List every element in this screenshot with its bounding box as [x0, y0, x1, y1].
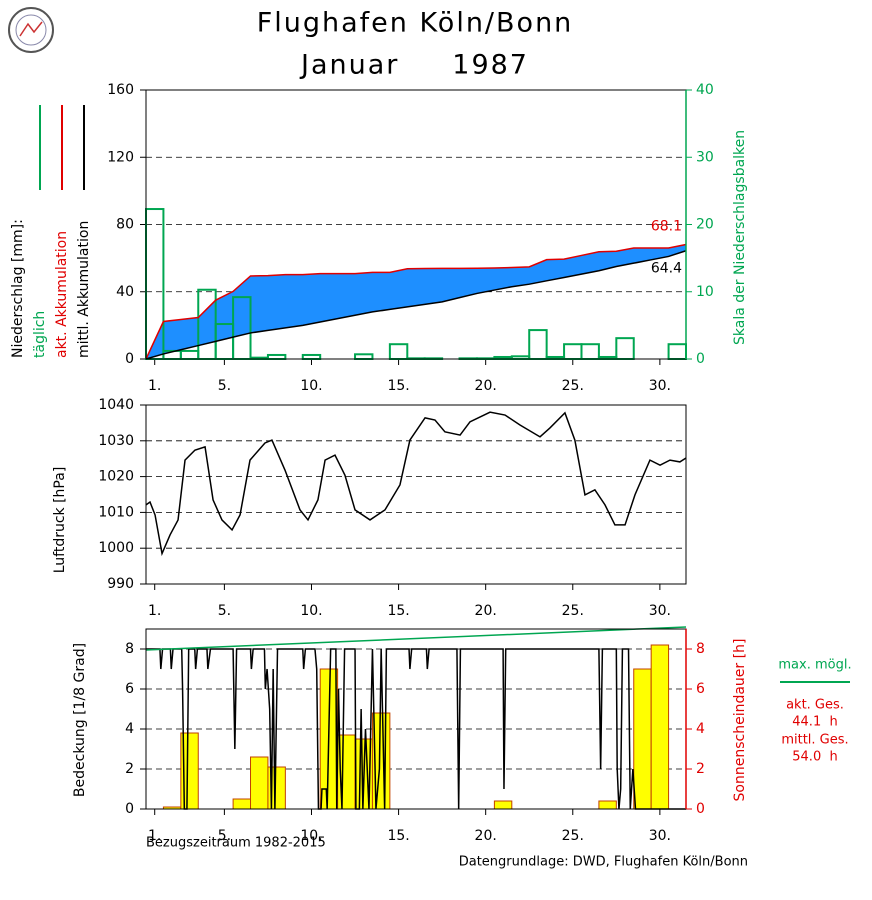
stat-value: 54.0 h	[792, 750, 837, 765]
bar	[301, 353, 322, 360]
y-tick-label: 1000	[98, 540, 134, 556]
y-tick-label: 120	[107, 149, 134, 165]
legend-label: max. mögl.	[778, 658, 851, 673]
y-tick-label: 2	[125, 761, 134, 777]
x-tick-label: 20.	[475, 603, 497, 619]
logo	[8, 7, 54, 53]
bar	[266, 353, 287, 360]
x-tick-label: 20.	[475, 828, 497, 844]
bar	[563, 343, 583, 360]
bar	[667, 343, 687, 360]
x-tick-label: 15.	[387, 828, 409, 844]
line	[145, 243, 687, 360]
legend-label: mittl. Akkumulation	[76, 221, 92, 358]
bar	[250, 756, 269, 810]
note: Bezugszeitraum 1982-2015	[146, 836, 326, 851]
y-tick-label: 4	[125, 721, 134, 737]
chart-subtitle: Januar 1987	[299, 50, 529, 81]
stat-label: mittl. Ges.	[781, 733, 848, 748]
x-tick-label: 5.	[218, 378, 231, 394]
bar	[633, 668, 652, 810]
bar	[354, 353, 374, 361]
y-tick-label: 990	[107, 576, 134, 592]
y2-tick-label: 30	[696, 149, 714, 165]
y2-tick-label: 4	[696, 721, 705, 737]
bar	[615, 337, 635, 360]
bar	[388, 343, 409, 360]
y-tick-label: 0	[125, 351, 134, 367]
bar	[598, 800, 617, 810]
plot-frame	[145, 404, 687, 585]
accumulation-band	[146, 244, 686, 359]
y-tick-label: 1030	[98, 433, 134, 449]
note: Datengrundlage: DWD, Flughafen Köln/Bonn	[459, 855, 748, 870]
y2-tick-label: 40	[696, 82, 714, 98]
stat-value: 44.1 h	[792, 715, 837, 730]
x-tick-label: 20.	[475, 378, 497, 394]
stat-label: akt. Ges.	[786, 698, 844, 713]
y2-axis-label: Sonnenscheindauer [h]	[732, 639, 748, 802]
y2-tick-label: 20	[696, 217, 714, 233]
y-tick-label: 40	[116, 284, 134, 300]
y2-tick-label: 2	[696, 761, 705, 777]
y-tick-label: 0	[125, 801, 134, 817]
x-tick-label: 1.	[148, 828, 161, 844]
x-tick-label: 25.	[562, 603, 584, 619]
y2-tick-label: 6	[696, 681, 705, 697]
x-tick-label: 5.	[218, 603, 231, 619]
x-tick-label: 10.	[300, 378, 322, 394]
legend-label: akt. Akkumulation	[54, 231, 70, 358]
y-axis-label: Bedeckung [1/8 Grad]	[72, 643, 88, 797]
x-tick-label: 5.	[218, 828, 231, 844]
x-tick-label: 1.	[148, 378, 161, 394]
end-label: 64.4	[651, 261, 682, 277]
x-tick-label: 25.	[562, 378, 584, 394]
x-tick-label: 1.	[148, 603, 161, 619]
line	[145, 250, 687, 360]
y-tick-label: 1010	[98, 504, 134, 520]
y2-tick-label: 0	[696, 351, 705, 367]
x-tick-label: 25.	[562, 828, 584, 844]
x-tick-label: 10.	[300, 828, 322, 844]
plot-frame	[145, 628, 687, 810]
line	[146, 648, 686, 810]
x-tick-label: 30.	[649, 828, 671, 844]
line	[145, 411, 687, 557]
y-tick-label: 6	[125, 681, 134, 697]
x-tick-label: 10.	[300, 603, 322, 619]
x-tick-label: 15.	[387, 603, 409, 619]
bar	[650, 644, 670, 810]
y2-tick-label: 8	[696, 641, 705, 657]
chart-title: Flughafen Köln/Bonn	[257, 8, 574, 39]
bar	[179, 349, 200, 360]
y-tick-label: 8	[125, 641, 134, 657]
line	[145, 626, 687, 651]
x-tick-label: 15.	[387, 378, 409, 394]
y-axis-label: Niederschlag [mm]:	[10, 219, 26, 358]
x-tick-label: 30.	[649, 603, 671, 619]
y-tick-label: 160	[107, 82, 134, 98]
bar	[493, 800, 513, 810]
bar	[580, 343, 600, 360]
y-tick-label: 1020	[98, 469, 134, 485]
bar	[232, 798, 252, 810]
y2-axis-label: Skala der Niederschlagsbalken	[732, 130, 748, 345]
y-tick-label: 1040	[98, 397, 134, 413]
y2-tick-label: 10	[696, 284, 714, 300]
y2-tick-label: 0	[696, 801, 705, 817]
x-tick-label: 30.	[649, 378, 671, 394]
legend-label: täglich	[32, 311, 48, 358]
y-axis-label: Luftdruck [hPa]	[52, 467, 68, 574]
bar	[528, 329, 548, 360]
end-label: 68.1	[651, 219, 682, 235]
y-tick-label: 80	[116, 217, 134, 233]
